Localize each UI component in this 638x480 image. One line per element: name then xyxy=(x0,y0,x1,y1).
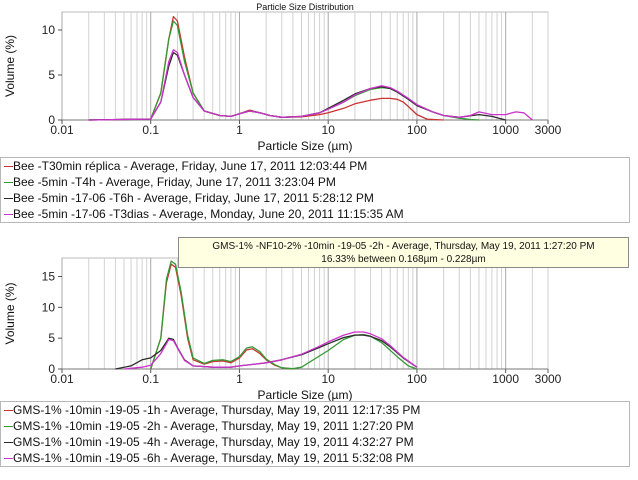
x-tick-label: 1000 xyxy=(492,123,519,137)
x-tick-label: 3000 xyxy=(535,123,562,137)
x-tick-label: 1 xyxy=(236,372,243,386)
legend-swatch xyxy=(4,166,13,167)
legend-label: Bee -5min -17-06 -T3dias - Average, Mond… xyxy=(13,207,404,221)
legend-bottom: GMS-1% -10min -19-05 -1h - Average, Thur… xyxy=(0,401,630,467)
series-line xyxy=(123,331,418,370)
legend-top: Bee -T30min réplica - Average, Friday, J… xyxy=(0,157,630,223)
chart-panel-bottom: 0 5 10 15 0.01 0.1 1 10 100 1000 3000 Particle Size… xyxy=(0,238,638,480)
legend-label: Bee -5min -T4h - Average, Friday, June 1… xyxy=(13,175,336,189)
legend-item[interactable]: GMS-1% -10min -19-05 -1h - Average, Thur… xyxy=(1,402,629,418)
x-tick-label: 10 xyxy=(322,123,336,137)
data-point-tooltip: GMS-1% -NF10-2% -10min -19-05 -2h - Aver… xyxy=(178,237,629,268)
legend-item[interactable]: GMS-1% -10min -19-05 -4h - Average, Thur… xyxy=(1,434,629,450)
tooltip-detail: 16.33% between 0.168µm - 0.228µm xyxy=(321,254,486,265)
legend-swatch xyxy=(4,182,13,183)
x-tick-label: 1000 xyxy=(492,372,519,386)
y-axis-label: Volume (%) xyxy=(3,35,17,97)
legend-item[interactable]: Bee -5min -T4h - Average, Friday, June 1… xyxy=(1,174,629,190)
y-tick-label: 0 xyxy=(48,113,55,127)
legend-label: Bee -5min -17-06 -T6h - Average, Friday,… xyxy=(13,191,374,205)
legend-swatch xyxy=(4,198,13,199)
series-line xyxy=(88,49,533,121)
particle-size-chart-top: 0 5 10 0.01 0.1 1 10 100 1000 3000 Particle Size D… xyxy=(3,2,562,153)
x-axis-label: Particle Size (µm) xyxy=(258,139,353,153)
x-tick-label: 1 xyxy=(236,123,243,137)
y-tick-label: 0 xyxy=(48,362,55,376)
legend-item[interactable]: Bee -5min -17-06 -T3dias - Average, Mond… xyxy=(1,206,629,222)
legend-label: GMS-1% -10min -19-05 -1h - Average, Thur… xyxy=(13,403,421,417)
x-tick-label: 0.01 xyxy=(50,123,74,137)
y-tick-label: 5 xyxy=(48,68,55,82)
y-tick-label: 10 xyxy=(42,23,56,37)
x-axis-label: Particle Size (µm) xyxy=(258,388,353,402)
x-tick-label: 100 xyxy=(407,123,427,137)
legend-item[interactable]: Bee -5min -17-06 -T6h - Average, Friday,… xyxy=(1,190,629,206)
particle-size-chart-bottom: 0 5 10 15 0.01 0.1 1 10 100 1000 3000 Particle Size… xyxy=(3,257,562,402)
x-tick-label: 0.01 xyxy=(50,372,74,386)
legend-swatch xyxy=(4,458,13,459)
legend-label: GMS-1% -10min -19-05 -6h - Average, Thur… xyxy=(13,451,414,465)
y-tick-label: 5 xyxy=(48,331,55,345)
legend-item[interactable]: GMS-1% -10min -19-05 -6h - Average, Thur… xyxy=(1,450,629,466)
y-tick-label: 15 xyxy=(42,270,56,284)
tooltip-title: GMS-1% -NF10-2% -10min -19-05 -2h - Aver… xyxy=(212,241,595,252)
plot-area xyxy=(61,11,549,121)
y-axis-label: Volume (%) xyxy=(3,282,17,344)
chart-title: Particle Size Distribution xyxy=(256,2,354,12)
legend-item[interactable]: Bee -T30min réplica - Average, Friday, J… xyxy=(1,158,629,174)
plot-area xyxy=(61,257,549,370)
chart-panel-top: 0 5 10 0.01 0.1 1 10 100 1000 3000 Particle Size D… xyxy=(0,0,638,235)
legend-label: GMS-1% -10min -19-05 -2h - Average, Thur… xyxy=(13,419,414,433)
x-tick-label: 0.1 xyxy=(142,123,159,137)
x-tick-label: 0.1 xyxy=(142,372,159,386)
legend-swatch xyxy=(4,410,13,411)
x-tick-label: 3000 xyxy=(535,372,562,386)
legend-label: GMS-1% -10min -19-05 -4h - Average, Thur… xyxy=(13,435,414,449)
x-tick-label: 100 xyxy=(407,372,427,386)
legend-swatch xyxy=(4,214,13,215)
legend-swatch xyxy=(4,426,13,427)
legend-item[interactable]: GMS-1% -10min -19-05 -2h - Average, Thur… xyxy=(1,418,629,434)
legend-swatch xyxy=(4,442,13,443)
legend-label: Bee -T30min réplica - Average, Friday, J… xyxy=(13,159,368,173)
x-tick-label: 10 xyxy=(322,372,336,386)
y-tick-label: 10 xyxy=(42,300,56,314)
